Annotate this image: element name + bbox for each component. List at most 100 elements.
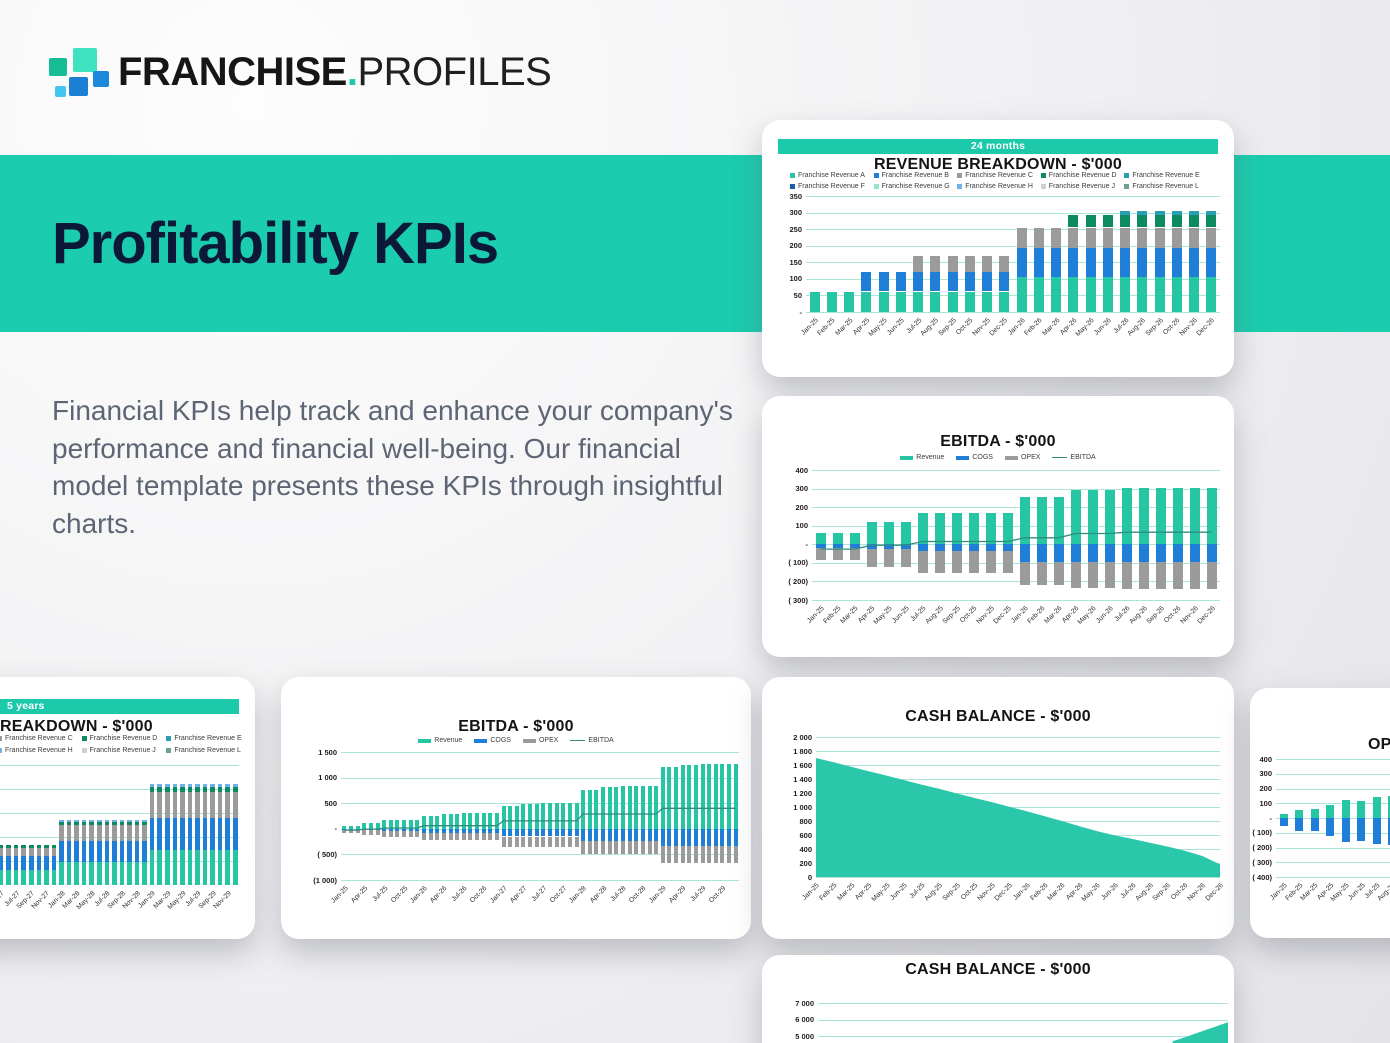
bar-segment bbox=[388, 828, 393, 831]
y-tick-label: (1 000) bbox=[313, 875, 337, 885]
legend-item: Franchise Revenue L bbox=[1124, 183, 1206, 190]
bar-segment bbox=[127, 861, 132, 885]
bar-segment bbox=[720, 764, 725, 829]
bar-segment bbox=[66, 841, 72, 862]
bar-segment bbox=[1137, 248, 1148, 278]
bar-segment bbox=[930, 255, 941, 273]
bar-segment bbox=[488, 828, 493, 834]
legend-label: Franchise Revenue H bbox=[5, 747, 73, 754]
bar-segment bbox=[514, 836, 519, 847]
bar-segment bbox=[233, 849, 238, 885]
bar-segment bbox=[1087, 544, 1098, 562]
bar-segment bbox=[861, 291, 872, 312]
x-tick-label: Sep-26 bbox=[1151, 882, 1173, 903]
bar-segment bbox=[1068, 277, 1079, 312]
bar-segment bbox=[1070, 544, 1081, 562]
y-tick-label: 50 bbox=[793, 290, 802, 300]
bar-segment bbox=[844, 292, 855, 312]
bar-segment bbox=[985, 550, 996, 574]
bar-segment bbox=[640, 785, 645, 829]
legend-label: Franchise Revenue H bbox=[965, 183, 1033, 190]
bar-segment bbox=[541, 836, 546, 847]
gridline bbox=[806, 262, 1220, 264]
bar-segment bbox=[1016, 227, 1027, 248]
legend-label: Franchise Revenue B bbox=[881, 172, 949, 179]
legend-item: OPEX bbox=[522, 737, 558, 744]
bar-segment bbox=[707, 845, 712, 864]
bar-segment bbox=[225, 849, 230, 885]
bar-segment bbox=[0, 856, 4, 870]
bar-segment bbox=[1206, 210, 1217, 215]
card-ebitda-24m: EBITDA - $'000 Revenue COGS OPEX EBITDA 400… bbox=[762, 396, 1234, 657]
bar-segment bbox=[1154, 227, 1165, 248]
bar-segment bbox=[468, 813, 473, 829]
bar-segment bbox=[1121, 561, 1132, 589]
series-line bbox=[344, 807, 736, 831]
bar-segment bbox=[607, 840, 612, 854]
bar-segment bbox=[21, 847, 26, 857]
card-revenue-breakdown-24m: 24 months REVENUE BREAKDOWN - $'000 Fran… bbox=[762, 120, 1234, 377]
bar-segment bbox=[119, 820, 125, 822]
bar-segment bbox=[74, 825, 79, 841]
legend-label: Franchise Revenue J bbox=[89, 747, 156, 754]
gridline bbox=[0, 861, 239, 862]
bar-segment bbox=[51, 856, 57, 870]
bar-segment bbox=[561, 828, 566, 837]
bar-segment bbox=[947, 255, 958, 273]
bar-segment bbox=[428, 828, 433, 834]
bar-segment bbox=[1068, 227, 1079, 248]
legend-item: Franchise Revenue F bbox=[790, 183, 872, 190]
legend-label: Franchise Revenue D bbox=[1048, 172, 1117, 179]
bar-segment bbox=[1087, 489, 1098, 545]
bar-segment bbox=[142, 820, 147, 822]
legend-swatch-bar bbox=[956, 455, 970, 460]
legend-swatch-square bbox=[957, 184, 963, 189]
bar-segment bbox=[720, 845, 725, 864]
bar-segment bbox=[594, 828, 599, 841]
x-tick-label: Apr-29 bbox=[668, 885, 688, 905]
bar-segment bbox=[233, 818, 238, 850]
bar-segment bbox=[172, 787, 177, 792]
x-tick-label: Jan-25 bbox=[801, 882, 821, 902]
gridline bbox=[0, 837, 239, 838]
gridline bbox=[816, 877, 1220, 878]
bar-segment bbox=[883, 549, 894, 568]
bar-segment bbox=[1120, 248, 1131, 278]
bar-segment bbox=[6, 845, 11, 848]
legend-label: Franchise Revenue J bbox=[1048, 183, 1115, 190]
bar-segment bbox=[119, 821, 125, 826]
bar-segment bbox=[210, 849, 215, 885]
logo-square-blue-icon bbox=[69, 77, 88, 96]
bar-segment bbox=[225, 784, 230, 787]
x-tick-label: Oct-29 bbox=[707, 885, 728, 905]
bar-segment bbox=[1104, 489, 1115, 545]
chart-plot: 1 500 1 000 500-( 500) (1 000) Jan-25 Apr-25 J… bbox=[313, 748, 739, 905]
bar-segment bbox=[982, 291, 993, 312]
bar-segment bbox=[528, 836, 533, 847]
bar-segment bbox=[1036, 544, 1047, 562]
gridline bbox=[812, 525, 1220, 527]
bar-segment bbox=[883, 544, 894, 550]
gridline bbox=[816, 807, 1220, 808]
bar-segment bbox=[541, 803, 546, 829]
bar-segment bbox=[815, 547, 826, 561]
x-tick-label: Jun-26 bbox=[1099, 882, 1120, 902]
bar-segment bbox=[225, 818, 230, 850]
bar-segment bbox=[654, 828, 659, 841]
bar-segment bbox=[51, 845, 57, 848]
bar-segment bbox=[428, 833, 433, 841]
bar-segment bbox=[620, 840, 625, 854]
bar-segment bbox=[1085, 277, 1096, 312]
bar-segment bbox=[195, 849, 200, 885]
bar-segment bbox=[342, 829, 347, 834]
x-tick-label: Jan-26 bbox=[1006, 317, 1027, 337]
bar-segment bbox=[1189, 210, 1200, 215]
bar-segment bbox=[435, 815, 440, 829]
bar-segment bbox=[1033, 227, 1044, 248]
bar-segment bbox=[127, 825, 132, 841]
bar-segment bbox=[1068, 214, 1079, 228]
area-shape bbox=[816, 758, 1220, 877]
legend-swatch-square bbox=[81, 748, 87, 753]
chart-title: REAKDOWN - $'000 bbox=[0, 718, 153, 735]
bar-segment bbox=[733, 845, 738, 864]
